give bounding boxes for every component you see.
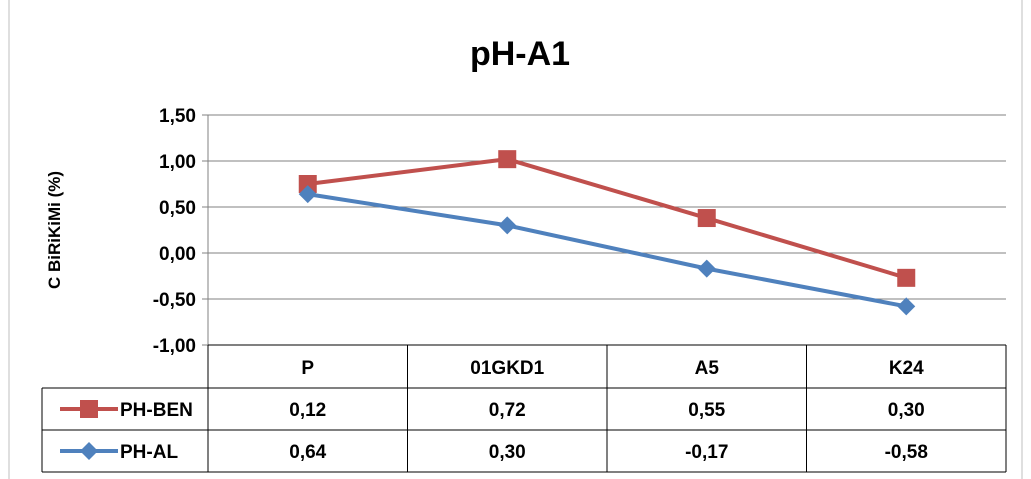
chart-title: pH-A1 bbox=[470, 35, 570, 73]
legend-series-name: PH-AL bbox=[120, 442, 178, 463]
data-point bbox=[697, 209, 716, 228]
category-label: K24 bbox=[889, 358, 924, 379]
data-point bbox=[697, 259, 716, 278]
series-line bbox=[307, 157, 907, 280]
category-label: 01GKD1 bbox=[470, 358, 544, 379]
y-tick-label: 0,00 bbox=[159, 244, 196, 265]
legend-key-marker bbox=[80, 400, 98, 418]
y-tick-label: -0,50 bbox=[153, 290, 196, 311]
legend-key-marker bbox=[80, 442, 98, 460]
category-label: A5 bbox=[695, 358, 720, 379]
data-point bbox=[897, 268, 916, 287]
table-cell-value: 0,30 bbox=[489, 442, 526, 463]
legend-series-name: PH-BEN bbox=[120, 400, 193, 421]
table-cell-value: 0,55 bbox=[688, 400, 725, 421]
data-point bbox=[498, 216, 517, 235]
y-tick-label: 1,00 bbox=[159, 152, 196, 173]
data-point bbox=[498, 150, 517, 169]
gridlines bbox=[202, 114, 1006, 346]
data-point bbox=[298, 185, 317, 204]
table-cell-value: -0,17 bbox=[685, 442, 728, 463]
category-label: P bbox=[301, 358, 314, 379]
y-axis-label: C BiRiKiMi (%) bbox=[45, 171, 64, 289]
table-cell-value: -0,58 bbox=[885, 442, 928, 463]
series-line bbox=[307, 192, 907, 309]
data-point bbox=[298, 175, 317, 193]
y-tick-label: -1,00 bbox=[153, 336, 196, 357]
data-table: P 01GKD1 A5 K24 PH-BEN 0,12 0,72 0,55 0,30 PH-AL 0… bbox=[41, 344, 1007, 473]
data-point bbox=[897, 297, 916, 316]
y-tick-label: 1,50 bbox=[159, 106, 196, 127]
table-cell-value: 0,30 bbox=[888, 400, 925, 421]
table-cell-value: 0,12 bbox=[289, 400, 326, 421]
y-tick-label: 0,50 bbox=[159, 198, 196, 219]
y-tick-labels: -1,00 -0,50 0,00 0,50 1,00 1,50 bbox=[153, 106, 196, 357]
series-layer bbox=[298, 150, 916, 316]
table-cell-value: 0,64 bbox=[289, 442, 326, 463]
table-cell-value: 0,72 bbox=[489, 400, 526, 421]
